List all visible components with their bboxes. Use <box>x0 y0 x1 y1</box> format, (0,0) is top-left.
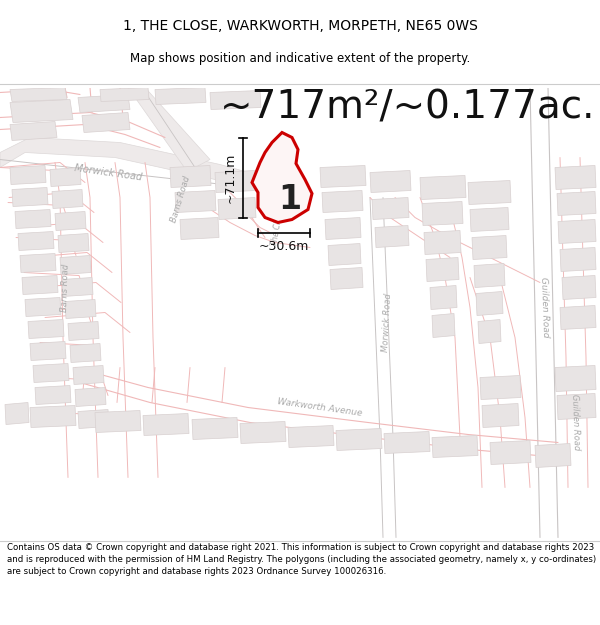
Polygon shape <box>78 94 130 112</box>
Text: ~30.6m: ~30.6m <box>259 241 309 254</box>
Polygon shape <box>73 366 104 384</box>
Polygon shape <box>75 388 106 406</box>
Polygon shape <box>28 319 64 339</box>
Polygon shape <box>10 99 73 122</box>
Polygon shape <box>240 421 286 444</box>
Polygon shape <box>420 176 466 199</box>
Polygon shape <box>422 201 463 226</box>
Text: The Close: The Close <box>270 208 286 247</box>
Text: ~71.1m: ~71.1m <box>224 152 237 202</box>
Polygon shape <box>192 418 238 439</box>
Text: Warkworth Avenue: Warkworth Avenue <box>277 397 363 418</box>
Text: Barns Road: Barns Road <box>170 175 193 224</box>
Polygon shape <box>95 411 141 432</box>
Polygon shape <box>555 366 596 391</box>
Polygon shape <box>143 414 189 436</box>
Text: Contains OS data © Crown copyright and database right 2021. This information is : Contains OS data © Crown copyright and d… <box>7 543 596 576</box>
Polygon shape <box>82 112 130 132</box>
Polygon shape <box>128 88 210 176</box>
Polygon shape <box>68 321 99 341</box>
Polygon shape <box>322 191 363 213</box>
Polygon shape <box>557 394 596 419</box>
Polygon shape <box>100 88 149 101</box>
Polygon shape <box>10 121 57 141</box>
Text: Guilden Road: Guilden Road <box>539 277 551 338</box>
Polygon shape <box>30 341 66 361</box>
Polygon shape <box>25 298 61 316</box>
Polygon shape <box>58 234 89 253</box>
Polygon shape <box>557 191 596 216</box>
Polygon shape <box>155 88 206 104</box>
Polygon shape <box>50 168 81 186</box>
Polygon shape <box>320 166 366 188</box>
Polygon shape <box>470 208 509 231</box>
Polygon shape <box>432 436 478 457</box>
Polygon shape <box>558 219 596 244</box>
Polygon shape <box>336 429 382 451</box>
Polygon shape <box>215 171 256 192</box>
Polygon shape <box>210 91 261 109</box>
Text: 1, THE CLOSE, WARKWORTH, MORPETH, NE65 0WS: 1, THE CLOSE, WARKWORTH, MORPETH, NE65 0… <box>122 19 478 32</box>
Polygon shape <box>560 248 596 271</box>
Polygon shape <box>33 364 69 382</box>
Polygon shape <box>35 386 71 404</box>
Polygon shape <box>170 166 211 188</box>
Polygon shape <box>328 244 361 266</box>
Polygon shape <box>480 376 521 399</box>
Polygon shape <box>476 291 503 316</box>
Polygon shape <box>478 319 501 344</box>
Polygon shape <box>560 306 596 329</box>
Polygon shape <box>372 198 409 219</box>
Polygon shape <box>562 276 596 299</box>
Polygon shape <box>252 132 312 222</box>
Polygon shape <box>330 268 363 289</box>
Polygon shape <box>474 264 505 288</box>
Polygon shape <box>30 406 76 428</box>
Text: Morwick Road: Morwick Road <box>74 162 142 182</box>
Polygon shape <box>430 286 457 309</box>
Text: Map shows position and indicative extent of the property.: Map shows position and indicative extent… <box>130 52 470 65</box>
Polygon shape <box>482 404 519 428</box>
Polygon shape <box>15 209 51 229</box>
Polygon shape <box>468 181 511 204</box>
Polygon shape <box>535 444 571 468</box>
Polygon shape <box>20 254 56 272</box>
Polygon shape <box>490 441 531 464</box>
Polygon shape <box>424 231 461 254</box>
Polygon shape <box>22 276 58 294</box>
Polygon shape <box>375 226 409 248</box>
Polygon shape <box>70 344 101 362</box>
Polygon shape <box>60 256 91 274</box>
Polygon shape <box>62 278 93 296</box>
Polygon shape <box>180 217 219 239</box>
Polygon shape <box>78 409 109 429</box>
Polygon shape <box>10 88 67 101</box>
Polygon shape <box>38 408 74 426</box>
Polygon shape <box>10 166 46 184</box>
Polygon shape <box>55 211 86 231</box>
Polygon shape <box>384 431 430 454</box>
Polygon shape <box>555 166 596 189</box>
Polygon shape <box>432 314 455 338</box>
Polygon shape <box>472 236 507 259</box>
Polygon shape <box>288 426 334 448</box>
Polygon shape <box>65 299 96 319</box>
Polygon shape <box>0 138 295 199</box>
Polygon shape <box>218 198 256 219</box>
Text: ~717m²/~0.177ac.: ~717m²/~0.177ac. <box>220 89 595 126</box>
Polygon shape <box>175 191 216 213</box>
Text: Barns Road: Barns Road <box>59 263 70 312</box>
Text: Guilden Road: Guilden Road <box>569 394 580 451</box>
Polygon shape <box>52 189 83 209</box>
Polygon shape <box>325 217 361 239</box>
Polygon shape <box>12 188 48 206</box>
Polygon shape <box>5 402 29 424</box>
Polygon shape <box>18 231 54 251</box>
Text: Morwick Road: Morwick Road <box>381 293 393 352</box>
Polygon shape <box>370 171 411 192</box>
Text: 1: 1 <box>278 183 302 216</box>
Polygon shape <box>426 258 459 281</box>
